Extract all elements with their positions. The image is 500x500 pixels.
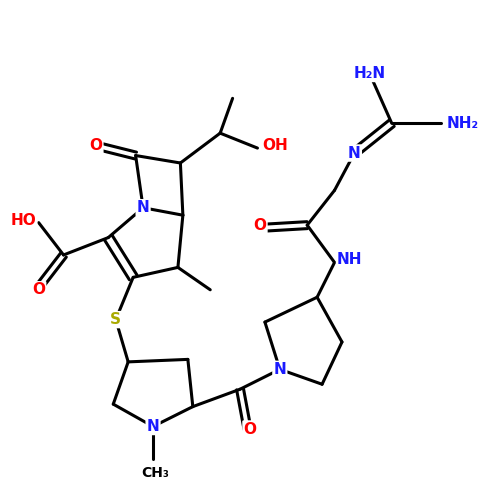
Text: N: N — [348, 146, 361, 160]
Text: OH: OH — [262, 138, 288, 153]
Text: O: O — [244, 422, 256, 436]
Text: NH: NH — [337, 252, 362, 268]
Text: O: O — [254, 218, 266, 232]
Text: NH₂: NH₂ — [446, 116, 478, 130]
Text: HO: HO — [10, 212, 36, 228]
Text: S: S — [110, 312, 121, 327]
Text: H₂N: H₂N — [354, 66, 386, 81]
Text: CH₃: CH₃ — [142, 466, 170, 480]
Text: N: N — [146, 419, 160, 434]
Text: N: N — [136, 200, 149, 215]
Text: O: O — [32, 282, 45, 298]
Text: N: N — [274, 362, 286, 377]
Text: O: O — [90, 138, 102, 153]
